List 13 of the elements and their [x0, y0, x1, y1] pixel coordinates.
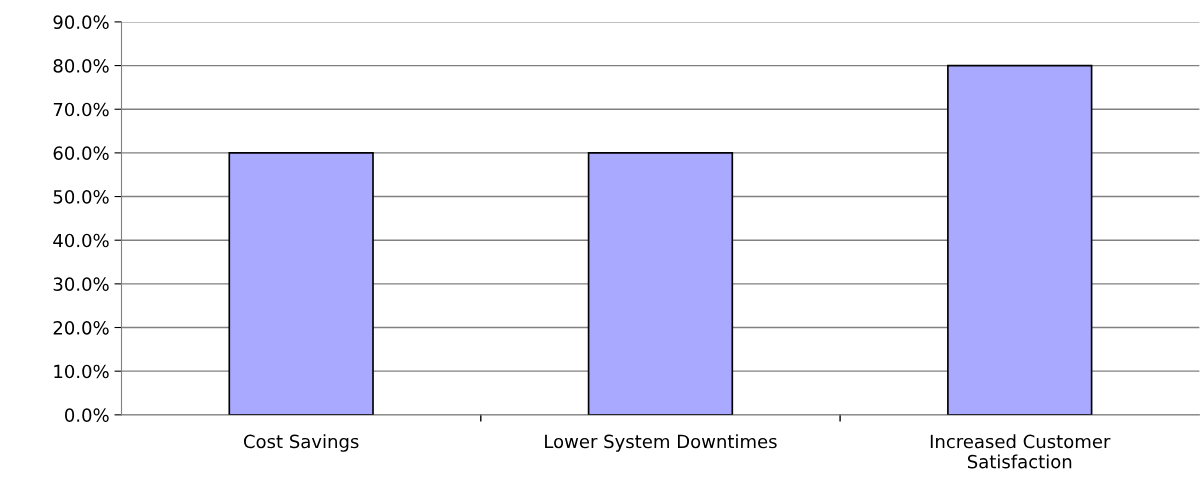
- x-tick-label: Increased Customer Satisfaction: [930, 434, 1111, 469]
- y-tick-label: 0.0%: [65, 408, 109, 422]
- y-tick-label: 70.0%: [53, 102, 109, 117]
- x-tick-label: Cost Savings: [243, 434, 359, 452]
- y-tick-label: 60.0%: [53, 146, 109, 160]
- y-tick-label: 20.0%: [53, 320, 109, 335]
- y-tick-label: 30.0%: [53, 277, 109, 291]
- y-tick-label: 40.0%: [53, 233, 109, 248]
- y-tick-label: 50.0%: [53, 190, 109, 204]
- x-tick-label: Lower System Downtimes: [545, 434, 777, 452]
- y-tick-label: 80.0%: [53, 59, 109, 73]
- y-tick-label: 90.0%: [53, 15, 109, 30]
- y-tick-label: 10.0%: [54, 364, 109, 379]
